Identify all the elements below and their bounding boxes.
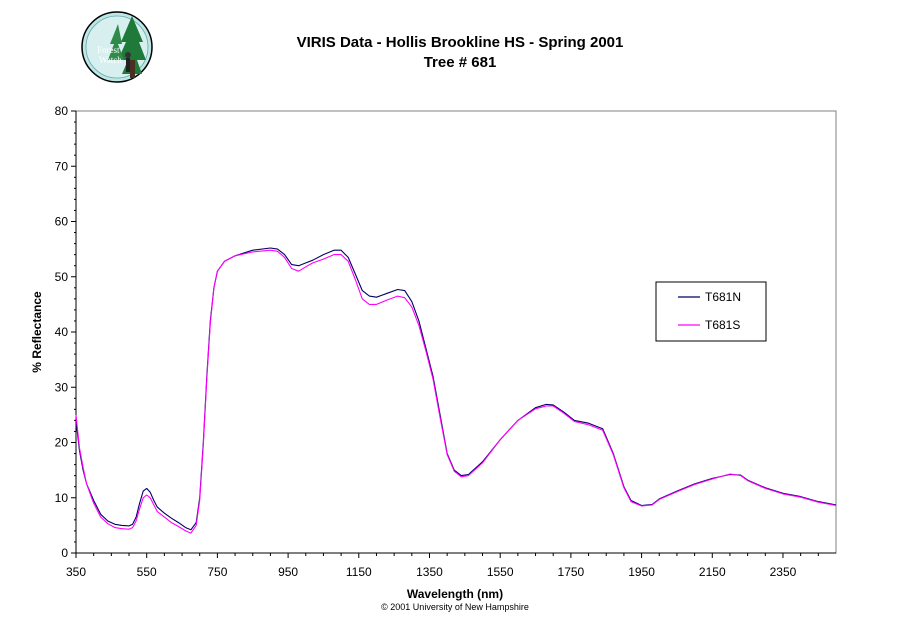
- y-tick-label: 40: [55, 325, 69, 339]
- series-line-t681s: [75, 249, 837, 534]
- y-tick-label: 10: [55, 491, 69, 505]
- legend-label-t681s: T681S: [705, 318, 740, 332]
- series-layer: [75, 247, 837, 534]
- x-tick-label: 550: [137, 565, 157, 579]
- y-tick-label: 20: [55, 436, 69, 450]
- y-tick-label: 50: [55, 270, 69, 284]
- x-tick-label: 1750: [558, 565, 585, 579]
- x-tick-label: 1950: [628, 565, 655, 579]
- y-tick-label: 70: [55, 159, 69, 173]
- logo-text-line1: Forest: [97, 45, 120, 55]
- x-tick-label: 1150: [346, 565, 372, 579]
- x-tick-label: 1350: [416, 565, 443, 579]
- x-axis-label: Wavelength (nm): [407, 587, 503, 601]
- legend: T681N T681S: [655, 281, 767, 342]
- chart-subtitle: Tree # 681: [424, 54, 497, 71]
- x-tick-label: 950: [278, 565, 298, 579]
- x-tick-label: 2150: [699, 565, 726, 579]
- x-tick-label: 1550: [487, 565, 514, 579]
- legend-box: [655, 281, 767, 342]
- legend-label-t681n: T681N: [705, 290, 741, 304]
- logo-text-line2: Watch: [99, 55, 122, 65]
- forest-watch-logo: Forest Watch: [81, 11, 153, 83]
- x-tick-label: 350: [66, 565, 86, 579]
- copyright-footer: © 2001 University of New Hampshire: [381, 602, 529, 612]
- x-tick-label: 2350: [770, 565, 797, 579]
- chart-title: VIRIS Data - Hollis Brookline HS - Sprin…: [297, 34, 624, 51]
- tree-icon: [108, 16, 146, 78]
- y-tick-label: 0: [61, 546, 68, 560]
- y-tick-label: 80: [55, 104, 69, 118]
- y-tick-label: 60: [55, 215, 69, 229]
- y-axis-label: % Reflectance: [30, 291, 44, 373]
- y-tick-label: 30: [55, 380, 69, 394]
- x-tick-label: 750: [207, 565, 227, 579]
- axes: 0 10 20 30 40 50 60 70 80 350 550 750 950 1150 1350 155…: [55, 104, 836, 579]
